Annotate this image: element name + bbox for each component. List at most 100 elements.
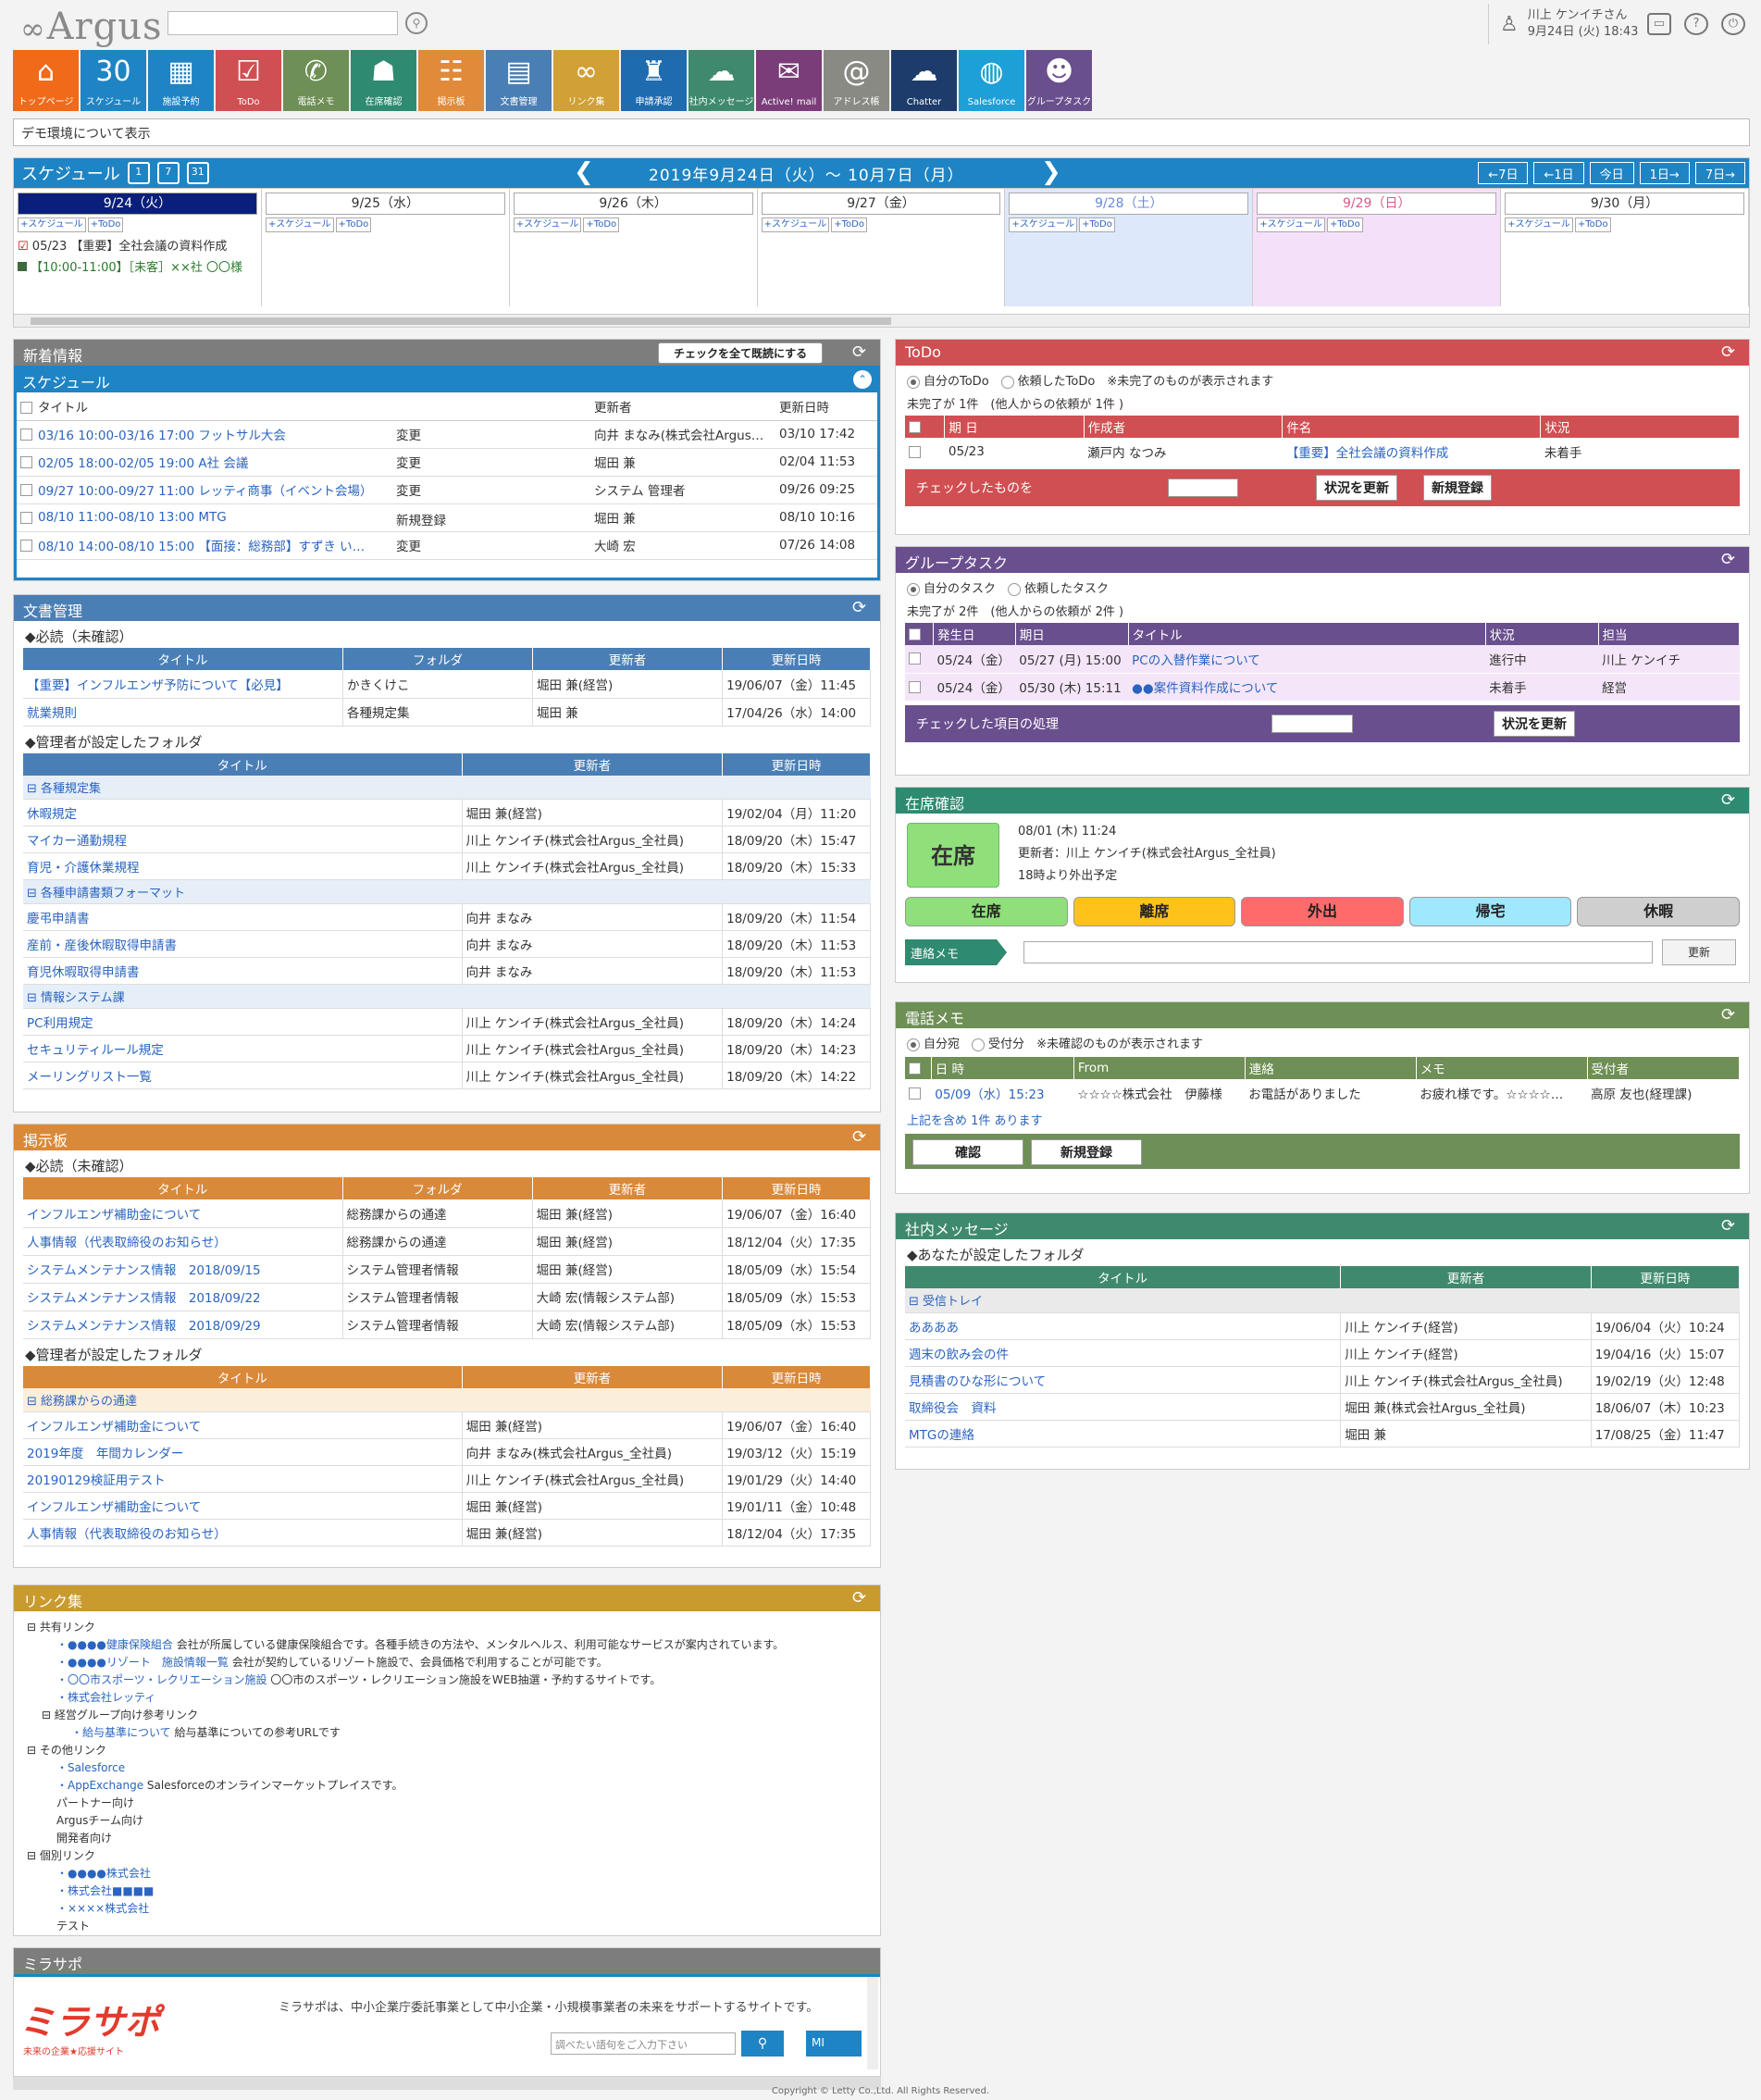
nav-link[interactable]: ∞ リンク集 [553,50,619,111]
table-row[interactable]: マイカー通勤規程 川上 ケンイチ(株式会社Argus_全社員) 18/09/20（木… [23,826,871,853]
schedule-nav-button[interactable]: 7日→ [1694,162,1745,184]
day-header[interactable]: 9/25（水） [265,193,505,215]
link-tree-item[interactable]: ・AppExchange Salesforceのオンラインマーケットプレイスです… [56,1779,403,1792]
day-header[interactable]: 9/26（木） [513,193,753,215]
gtask-requested-radio[interactable] [1008,582,1022,596]
folder-group[interactable]: ⊟ 各種規定集 [23,775,871,800]
table-row[interactable]: 2019年度 年間カレンダー 向井 まなみ(株式会社Argus_全社員) 19/03… [23,1438,871,1466]
todo-row[interactable]: 05/23 瀬戸内 なつみ 【重要】全社会議の資料作成 未着手 [905,438,1740,466]
nav-phone[interactable]: ✆ 電話メモ [283,50,349,111]
table-row[interactable]: 育児・介護休業規程 川上 ケンイチ(株式会社Argus_全社員) 18/09/20（… [23,852,871,880]
folder-group[interactable]: ⊟ 受信トレイ [905,1288,1740,1313]
phone-own-radio[interactable] [907,1038,920,1051]
link-anchor[interactable]: ・●●●●リゾート 施設情報一覧 [56,1656,229,1669]
news-row[interactable]: 08/10 11:00-08/10 13:00 MTG 新規登録 堀田 兼 08/10… [17,503,877,531]
schedule-nav-button[interactable]: 1日→ [1639,162,1690,184]
todo-new-button[interactable]: 新規登録 [1423,475,1492,501]
title-link[interactable]: 人事情報（代表取締役のお知らせ） [23,1519,463,1547]
title-link[interactable]: 休暇規定 [23,799,463,826]
news-title-link[interactable]: 03/16 10:00-03/16 17:00 フットサル大会 [38,429,286,443]
presence-button[interactable]: 外出 [1241,897,1404,926]
logout-icon[interactable]: ⏻ [1721,13,1745,35]
nav-presence[interactable]: ☗ 在席確認 [351,50,416,111]
link-anchor[interactable]: ・××××株式会社 [56,1902,150,1915]
phone-memo-row[interactable]: 05/09（水）15:23 ☆☆☆☆株式会社 伊藤様 お電話がありました お疲れ様です… [905,1079,1740,1107]
table-row[interactable]: 【重要】インフルエンザ予防について【必見】 かきくけこ 堀田 兼(経営) 19/06/… [23,670,871,699]
refresh-icon[interactable]: ⟳ [852,1127,867,1147]
nav-calendar[interactable]: 30 スケジュール [81,50,146,111]
title-link[interactable]: 【重要】インフルエンザ予防について【必見】 [23,670,344,699]
table-row[interactable]: 育児休暇取得申請書 向井 まなみ 18/09/20（木）11:53 [23,957,871,985]
todo-subject-link[interactable]: 【重要】全社会議の資料作成 [1285,446,1449,461]
title-link[interactable]: 育児休暇取得申請書 [23,957,463,985]
nav-facility[interactable]: ▦ 施設予約 [148,50,214,111]
news-row[interactable]: 02/05 18:00-02/05 19:00 A社 会議 変更 堀田 兼 02/04… [17,448,877,476]
group-task-row[interactable]: 05/24（金） 05/30 (木) 15:11 ●●案件資料作成について 未着手 経営 [905,673,1740,701]
link-anchor[interactable]: ・●●●●健康保険組合 [56,1638,173,1651]
link-anchor[interactable]: ・●●●●株式会社 [56,1867,151,1880]
news-title-link[interactable]: 08/10 11:00-08/10 13:00 MTG [38,510,227,525]
link-tree-item[interactable]: ・Salesforce [27,1759,867,1777]
row-checkbox[interactable] [20,428,32,441]
table-row[interactable]: 慶弔申請書 向井 まなみ 18/09/20（木）11:54 [23,903,871,931]
schedule-day[interactable]: 9/28（土） +スケジュール +ToDo [1005,189,1254,306]
table-row[interactable]: 週末の飲み会の件 川上 ケンイチ(経営) 19/04/16（火）15:07 [905,1339,1741,1367]
add-schedule-tag[interactable]: +スケジュール [265,217,334,232]
phone-received-radio[interactable] [972,1038,986,1051]
phone-confirm-button[interactable]: 確認 [912,1139,1023,1165]
nav-chatter[interactable]: ☁ Chatter [891,50,957,111]
row-checkbox[interactable] [909,445,921,458]
schedule-nav-button[interactable]: ←7日 [1478,162,1529,184]
link-tree-item[interactable]: ・●●●●健康保険組合 会社が所属している健康保険組合です。各種手続きの方法や、… [56,1638,785,1651]
schedule-nav-button[interactable]: ←1日 [1533,162,1584,184]
add-schedule-tag[interactable]: +スケジュール [1257,217,1325,232]
day-view-icon[interactable]: 1 [127,162,150,184]
mirasapo-hscrollbar[interactable] [13,2077,881,2090]
title-link[interactable]: MTGの連絡 [905,1420,1342,1448]
title-link[interactable]: 週末の飲み会の件 [905,1339,1342,1367]
title-link[interactable]: 育児・介護休業規程 [23,852,463,880]
title-link[interactable]: インフルエンザ補助金について [23,1411,463,1439]
add-todo-tag[interactable]: +ToDo [87,217,124,232]
link-anchor[interactable]: ・Salesforce [56,1761,126,1774]
title-link[interactable]: 取締役会 資料 [905,1393,1342,1421]
link-tree-item[interactable]: ・●●●●株式会社 [27,1865,867,1883]
news-row[interactable]: 09/27 10:00-09/27 11:00 レッティ商事（イベント会場） 変更… [17,476,877,503]
schedule-day[interactable]: 9/27（金） +スケジュール +ToDo [757,189,1006,306]
todo-status-select[interactable]: 未着手 [1168,478,1238,497]
presence-button[interactable]: 在席 [905,897,1068,926]
nav-todo[interactable]: ☑ ToDo [216,50,281,111]
add-todo-tag[interactable]: +ToDo [831,217,867,232]
nav-mail[interactable]: ✉ Active! mail [756,50,822,111]
table-row[interactable]: PC利用規定 川上 ケンイチ(株式会社Argus_全社員) 18/09/20（木）1… [23,1008,871,1036]
add-todo-tag[interactable]: +ToDo [1079,217,1115,232]
table-row[interactable]: MTGの連絡 堀田 兼 17/08/25（金）11:47 [905,1420,1741,1448]
title-link[interactable]: インフルエンザ補助金について [23,1199,343,1228]
mirasapo-scrollbar[interactable] [867,1977,878,2069]
phone-more-link[interactable]: 上記を含め 1件 あります [907,1114,1043,1128]
schedule-nav-button[interactable]: 今日 [1589,162,1634,184]
table-row[interactable]: インフルエンザ補助金について 堀田 兼(経営) 19/01/11（金）10:48 [23,1492,871,1520]
collapse-icon[interactable]: ⌃ [853,370,872,389]
link-tree-item[interactable]: ・株式会社レッティ [27,1689,867,1707]
global-search-input[interactable] [167,11,398,35]
table-row[interactable]: システムメンテナンス情報 2018/09/22 システム管理者情報 大崎 宏(情報シ… [23,1283,871,1311]
demo-notice[interactable]: デモ環境について表示 [13,118,1750,146]
nav-home[interactable]: ⌂ トップページ [13,50,79,111]
todo-requested-radio[interactable] [1000,375,1014,389]
title-link[interactable]: システムメンテナンス情報 2018/09/22 [23,1283,343,1311]
row-checkbox[interactable] [909,1087,921,1100]
table-row[interactable]: 休暇規定 堀田 兼(経営) 19/02/04（月）11:20 [23,799,871,826]
title-link[interactable]: 就業規則 [23,698,344,727]
table-row[interactable]: メーリングリスト一覧 川上 ケンイチ(株式会社Argus_全社員) 18/09/20… [23,1062,871,1089]
add-todo-tag[interactable]: +ToDo [583,217,620,232]
window-icon[interactable]: ▭ [1647,13,1671,35]
week-view-icon[interactable]: 7 [156,162,180,184]
title-link[interactable]: メーリングリスト一覧 [23,1062,463,1089]
refresh-icon[interactable]: ⟳ [852,598,867,617]
title-link[interactable]: ああああ [905,1312,1342,1340]
link-anchor[interactable]: ・株式会社■■■■ [56,1884,155,1897]
schedule-event[interactable]: ☑ 05/23 【重要】全社会議の資料作成 [18,240,228,254]
table-row[interactable]: インフルエンザ補助金について 総務課からの通達 堀田 兼(経営) 19/06/07（金… [23,1199,871,1228]
refresh-icon[interactable]: ⟳ [852,342,867,362]
